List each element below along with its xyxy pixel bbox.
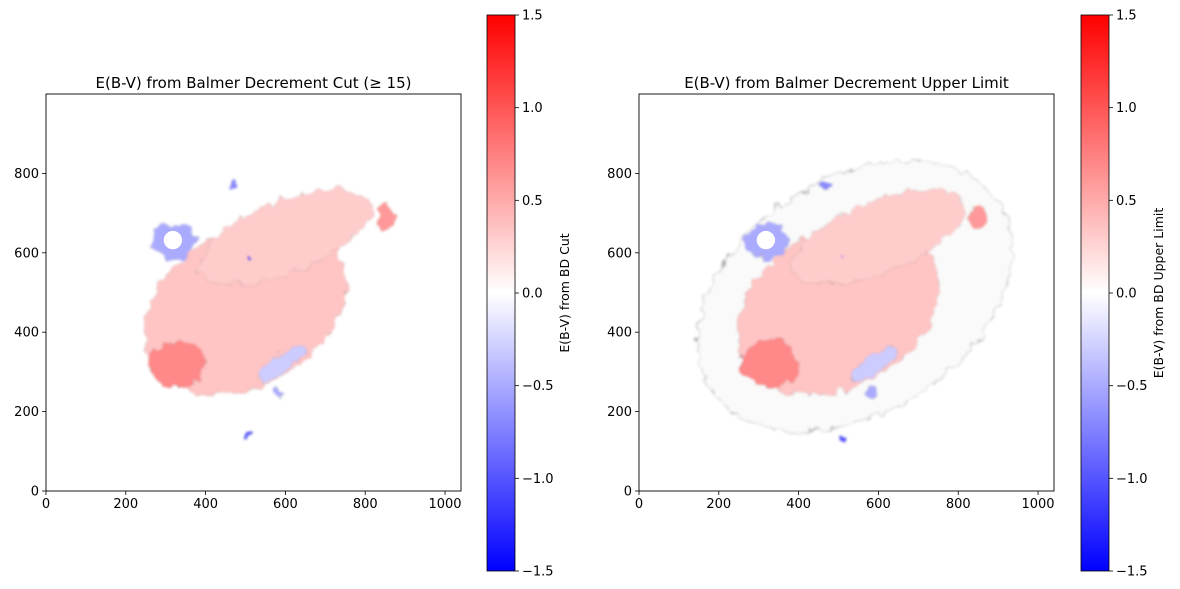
- x-tick-label: 200: [113, 497, 138, 512]
- y-tick-label: 800: [14, 167, 39, 182]
- region-neg-6: [839, 433, 846, 442]
- region-main-2: [149, 339, 206, 388]
- x-tick-label: 1000: [1021, 497, 1054, 512]
- x-tick-label: 0: [42, 497, 50, 512]
- x-tick-label: 0: [635, 497, 643, 512]
- y-tick-label: 200: [607, 405, 632, 420]
- masked-hole: [163, 230, 183, 250]
- heatmap-layer: [144, 181, 395, 442]
- region-group: [144, 181, 395, 442]
- y-tick-label: 0: [624, 485, 632, 500]
- colorbar-tick-label: 0.0: [522, 287, 543, 302]
- colorbar: [486, 14, 516, 572]
- colorbar-label: E(B-V) from BD Cut: [557, 233, 572, 352]
- y-tick-label: 200: [14, 405, 39, 420]
- y-tick-label: 600: [607, 246, 632, 261]
- colorbar-tick-label: −1.5: [522, 565, 554, 580]
- axes-frame: [638, 93, 1055, 492]
- x-tick-label: 1000: [428, 497, 461, 512]
- colorbar-tick-label: 0.5: [522, 194, 543, 209]
- y-tick-label: 0: [31, 485, 39, 500]
- colorbar-tick-label: 0.5: [1116, 194, 1137, 209]
- chart-title: E(B-V) from Balmer Decrement Cut (≥ 15): [96, 74, 412, 92]
- colorbar-tick-label: 1.0: [522, 101, 543, 116]
- colorbar-tick-label: 0.0: [1116, 287, 1137, 302]
- region-neg-8: [866, 387, 879, 396]
- colorbar-tick-label: −1.0: [522, 472, 554, 487]
- chart-title: E(B-V) from Balmer Decrement Upper Limit: [684, 74, 1009, 92]
- region-neg-8: [273, 387, 286, 396]
- masked-hole: [756, 230, 776, 250]
- region-neg-6: [246, 433, 253, 442]
- region-main-3: [969, 204, 988, 230]
- colorbar-tick-label: −1.5: [1116, 565, 1148, 580]
- y-tick-label: 400: [607, 326, 632, 341]
- panel-bd-upper-limit: 00 200 200 400 400 600 600 800 800 1000 E(B-V) fro…: [607, 9, 1166, 580]
- y-tick-label: 400: [14, 326, 39, 341]
- y-tick-label: 600: [14, 246, 39, 261]
- region-main-1: [199, 188, 372, 285]
- x-tick-label: 800: [353, 497, 378, 512]
- x-tick-label: 400: [193, 497, 218, 512]
- colorbar-tick-label: 1.5: [1116, 9, 1137, 24]
- x-tick-label: 400: [786, 497, 811, 512]
- heatmap-layer: [696, 160, 1013, 442]
- region-neg-9: [247, 256, 252, 261]
- x-tick-label: 200: [706, 497, 731, 512]
- colorbar-tick-label: −1.0: [1116, 472, 1148, 487]
- colorbar-tick-label: −0.5: [522, 379, 554, 394]
- colorbar-tick-label: 1.0: [1116, 101, 1137, 116]
- x-tick-label: 600: [866, 497, 891, 512]
- x-tick-label: 600: [273, 497, 298, 512]
- region-neg-7: [820, 181, 833, 190]
- colorbar-tick-label: 1.5: [522, 9, 543, 24]
- y-tick-label: 800: [607, 167, 632, 182]
- region-neg-5: [850, 346, 899, 382]
- panel-bd-cut: 00 200 200 400 400 600 600 800 800 1000 E(B-V) fro…: [14, 9, 572, 580]
- colorbar: [1080, 14, 1110, 572]
- region-main-2: [742, 339, 799, 388]
- colorbar-tick-label: −0.5: [1116, 379, 1148, 394]
- region-main-1: [792, 188, 965, 285]
- region-main-3: [376, 204, 395, 230]
- x-tick-label: 800: [946, 497, 971, 512]
- region-neg-5: [257, 346, 306, 382]
- axes-frame: [45, 93, 462, 492]
- region-neg-9: [840, 256, 845, 261]
- colorbar-label: E(B-V) from BD Upper Limit: [1151, 208, 1166, 379]
- region-neg-7: [227, 181, 240, 190]
